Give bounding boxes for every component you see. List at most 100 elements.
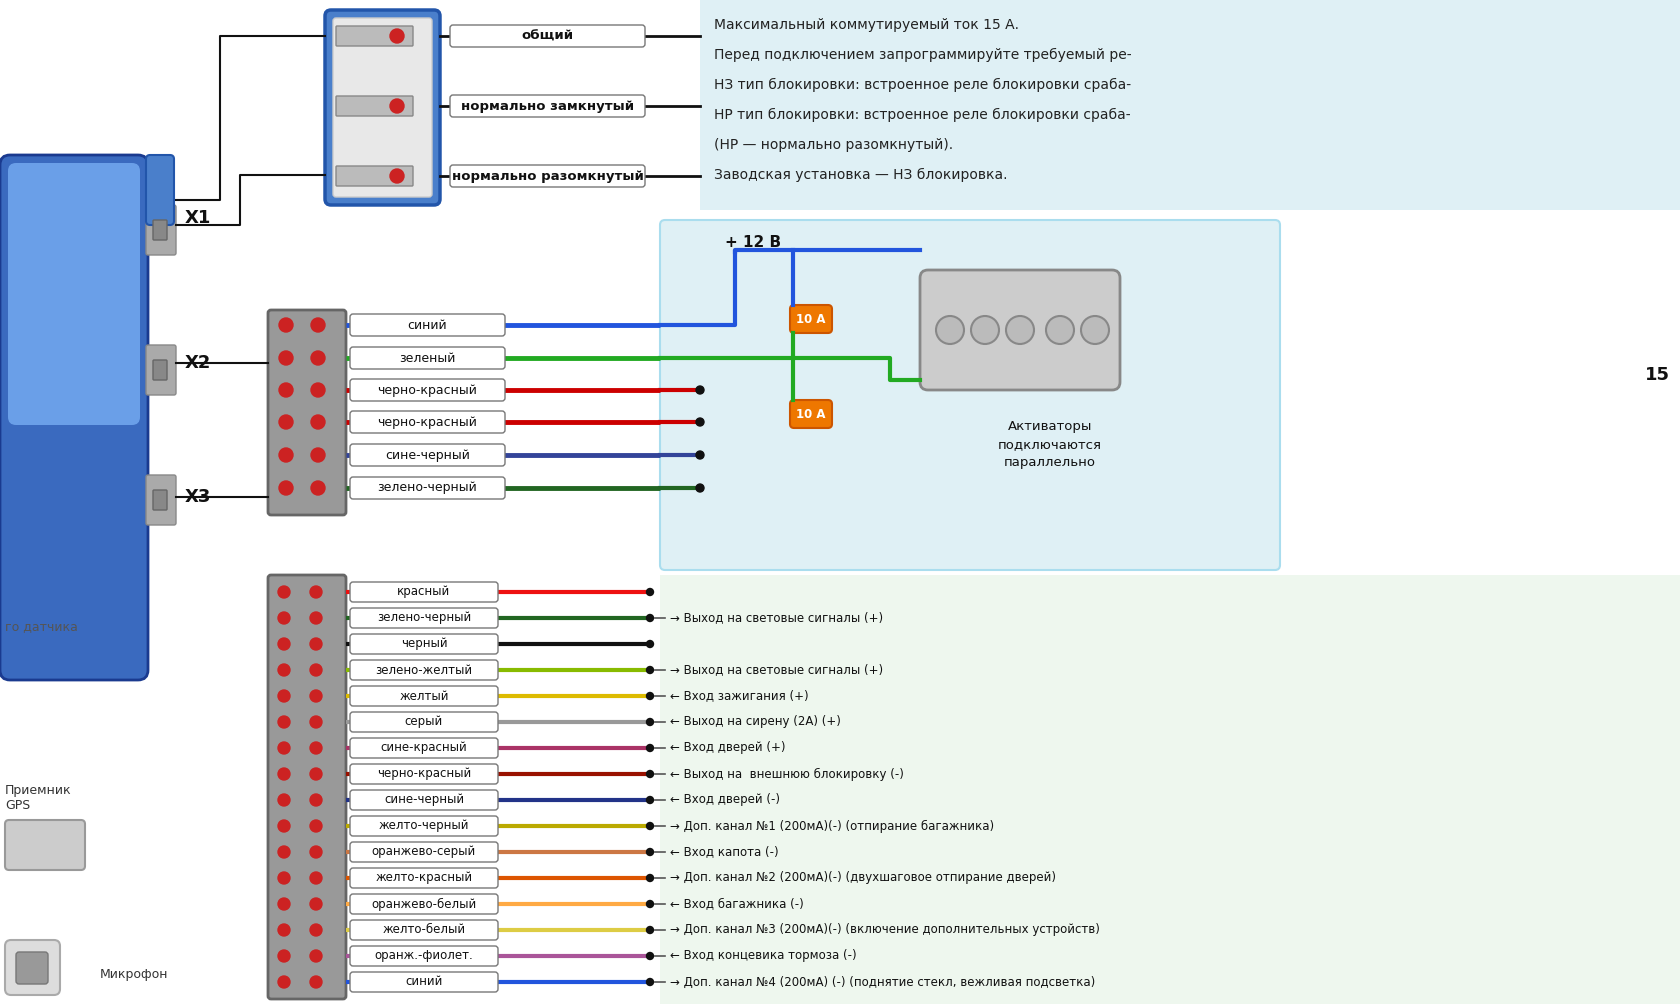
Text: ← Вход багажника (-): ← Вход багажника (-): [670, 897, 803, 910]
Circle shape: [309, 768, 323, 780]
Text: ← Вход дверей (+): ← Вход дверей (+): [670, 741, 785, 754]
Circle shape: [309, 664, 323, 676]
FancyBboxPatch shape: [267, 575, 346, 999]
Text: сине-красный: сине-красный: [380, 741, 467, 754]
Circle shape: [277, 716, 291, 728]
Text: Микрофон: Микрофон: [99, 969, 168, 982]
FancyBboxPatch shape: [336, 26, 413, 46]
Text: (НР — нормально разомкнутый).: (НР — нормально разомкнутый).: [714, 138, 953, 152]
FancyBboxPatch shape: [349, 764, 497, 784]
Text: НР тип блокировки: встроенное реле блокировки сраба-: НР тип блокировки: встроенное реле блоки…: [714, 108, 1131, 122]
Circle shape: [309, 950, 323, 962]
FancyBboxPatch shape: [660, 220, 1278, 570]
FancyBboxPatch shape: [336, 166, 413, 186]
Text: → Выход на световые сигналы (+): → Выход на световые сигналы (+): [670, 612, 882, 625]
Circle shape: [390, 99, 403, 113]
Circle shape: [311, 481, 324, 495]
Circle shape: [390, 169, 403, 183]
Circle shape: [277, 898, 291, 910]
Circle shape: [279, 481, 292, 495]
Circle shape: [390, 29, 403, 43]
FancyBboxPatch shape: [333, 18, 432, 197]
Text: го датчика: го датчика: [5, 620, 77, 633]
Circle shape: [647, 615, 654, 622]
FancyBboxPatch shape: [0, 155, 148, 680]
Text: ← Вход дверей (-): ← Вход дверей (-): [670, 794, 780, 807]
Circle shape: [647, 589, 654, 596]
FancyBboxPatch shape: [349, 379, 504, 401]
Text: ← Выход на сирену (2А) (+): ← Выход на сирену (2А) (+): [670, 715, 840, 728]
Text: синий: синий: [408, 319, 447, 332]
Circle shape: [647, 979, 654, 986]
Circle shape: [311, 383, 324, 397]
Text: нормально замкнутый: нормально замкнутый: [460, 100, 633, 113]
Circle shape: [277, 846, 291, 858]
FancyBboxPatch shape: [349, 314, 504, 336]
Circle shape: [277, 690, 291, 702]
FancyBboxPatch shape: [790, 305, 832, 333]
Circle shape: [1005, 316, 1033, 344]
Text: оранж.-фиолет.: оранж.-фиолет.: [375, 950, 474, 963]
Text: ← Вход зажигания (+): ← Вход зажигания (+): [670, 689, 808, 702]
FancyBboxPatch shape: [349, 444, 504, 466]
FancyBboxPatch shape: [349, 477, 504, 499]
FancyBboxPatch shape: [349, 816, 497, 836]
Text: Заводская установка — НЗ блокировка.: Заводская установка — НЗ блокировка.: [714, 168, 1006, 182]
Circle shape: [971, 316, 998, 344]
Text: Активаторы
подключаются
параллельно: Активаторы подключаются параллельно: [998, 420, 1102, 469]
Text: желтый: желтый: [400, 689, 449, 702]
FancyBboxPatch shape: [349, 972, 497, 992]
FancyBboxPatch shape: [349, 712, 497, 732]
Text: черно-красный: черно-красный: [378, 383, 477, 396]
Text: Перед подключением запрограммируйте требуемый ре-: Перед подключением запрограммируйте треб…: [714, 48, 1131, 62]
Circle shape: [279, 415, 292, 429]
Text: X2: X2: [185, 354, 212, 372]
Circle shape: [309, 612, 323, 624]
Circle shape: [309, 742, 323, 754]
Circle shape: [309, 846, 323, 858]
Circle shape: [647, 953, 654, 960]
FancyBboxPatch shape: [17, 952, 49, 984]
Circle shape: [696, 484, 704, 492]
Text: желто-красный: желто-красный: [375, 871, 472, 884]
FancyBboxPatch shape: [790, 400, 832, 428]
FancyBboxPatch shape: [349, 738, 497, 758]
Text: красный: красный: [396, 585, 450, 599]
Text: желто-черный: желто-черный: [378, 820, 469, 833]
Text: сине-черный: сине-черный: [385, 449, 470, 462]
Text: X3: X3: [185, 488, 212, 506]
Text: серый: серый: [405, 715, 444, 728]
Circle shape: [277, 794, 291, 806]
FancyBboxPatch shape: [919, 270, 1119, 390]
FancyBboxPatch shape: [349, 608, 497, 628]
Circle shape: [279, 351, 292, 365]
Circle shape: [309, 924, 323, 936]
Circle shape: [277, 872, 291, 884]
Circle shape: [277, 612, 291, 624]
Text: сине-черный: сине-черный: [383, 794, 464, 807]
FancyBboxPatch shape: [146, 475, 176, 525]
Circle shape: [647, 692, 654, 699]
Text: ← Вход капота (-): ← Вход капота (-): [670, 845, 778, 858]
Text: черный: черный: [400, 638, 447, 651]
Circle shape: [647, 823, 654, 830]
Circle shape: [696, 418, 704, 426]
FancyBboxPatch shape: [146, 345, 176, 395]
FancyBboxPatch shape: [267, 310, 346, 515]
FancyBboxPatch shape: [153, 360, 166, 380]
Circle shape: [309, 976, 323, 988]
Text: оранжево-серый: оранжево-серый: [371, 845, 475, 858]
Circle shape: [279, 318, 292, 332]
Text: + 12 В: + 12 В: [724, 235, 781, 250]
Circle shape: [936, 316, 963, 344]
Text: → Доп. канал №4 (200мА) (-) (поднятие стекл, вежливая подсветка): → Доп. канал №4 (200мА) (-) (поднятие ст…: [670, 976, 1095, 989]
FancyBboxPatch shape: [349, 868, 497, 888]
Circle shape: [647, 874, 654, 881]
Circle shape: [309, 586, 323, 598]
Circle shape: [309, 898, 323, 910]
FancyBboxPatch shape: [153, 220, 166, 240]
Circle shape: [311, 351, 324, 365]
Circle shape: [309, 794, 323, 806]
Circle shape: [277, 742, 291, 754]
Circle shape: [309, 638, 323, 650]
